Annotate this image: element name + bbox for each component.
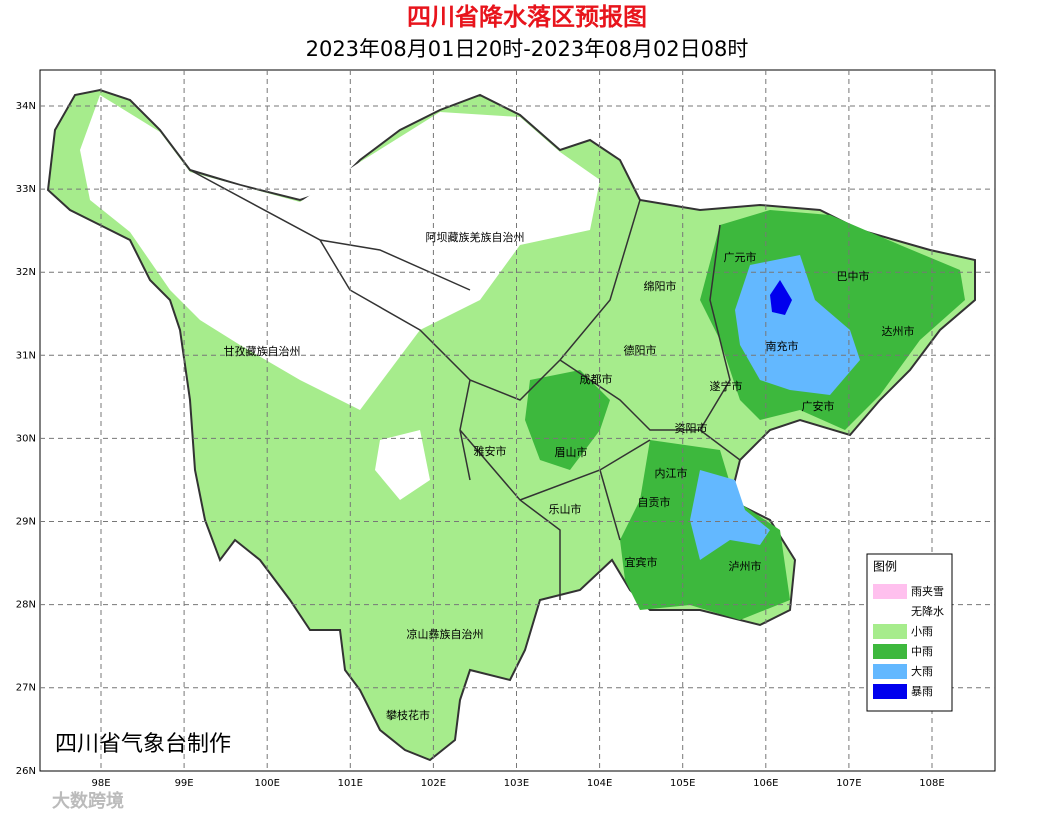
lon-tick-label: 104E — [587, 778, 612, 789]
rainstorm-area — [770, 280, 792, 315]
legend-swatch — [873, 584, 907, 599]
credit: 四川省气象台制作 — [55, 732, 231, 757]
legend-label: 暴雨 — [911, 685, 933, 698]
region-label: 南充市 — [766, 339, 799, 353]
lon-tick-label: 100E — [254, 778, 279, 789]
lon-tick-label: 99E — [175, 778, 194, 789]
no-rain-area — [375, 430, 430, 500]
lat-tick-label: 29N — [16, 517, 36, 528]
no-rain-area — [80, 95, 600, 410]
lon-tick-label: 107E — [836, 778, 861, 789]
region-label: 达州市 — [882, 324, 915, 338]
lat-tick-label: 33N — [16, 184, 36, 195]
lat-tick-label: 34N — [16, 101, 36, 112]
lon-tick-label: 105E — [670, 778, 695, 789]
legend-label: 无降水 — [911, 604, 944, 618]
lon-tick-label: 102E — [421, 778, 446, 789]
lon-tick-label: 108E — [919, 778, 944, 789]
lon-tick-label: 103E — [504, 778, 529, 789]
legend-title: 图例 — [873, 560, 897, 574]
region-label: 自贡市 — [638, 495, 671, 509]
region-label: 凉山彝族自治州 — [407, 627, 484, 641]
region-label: 甘孜藏族自治州 — [224, 344, 301, 358]
legend-label: 雨夹雪 — [911, 585, 944, 598]
lat-tick-label: 26N — [16, 766, 36, 777]
heavy-rain-area — [690, 470, 770, 560]
region-label: 德阳市 — [624, 343, 657, 357]
region-label: 广安市 — [802, 399, 835, 413]
region-label: 资阳市 — [675, 421, 708, 435]
lat-tick-label: 32N — [16, 267, 36, 278]
region-label: 巴中市 — [837, 269, 870, 283]
lon-tick-label: 98E — [91, 778, 110, 789]
map — [39, 69, 996, 772]
lon-tick-label: 101E — [338, 778, 363, 789]
region-label: 阿坝藏族羌族自治州 — [426, 230, 525, 244]
legend-label: 中雨 — [911, 645, 933, 658]
watermark: 大数跨境 — [52, 790, 124, 812]
legend-swatch — [873, 684, 907, 699]
legend-label: 大雨 — [911, 664, 933, 678]
region-label: 成都市 — [580, 372, 613, 386]
region-label: 遂宁市 — [710, 379, 743, 393]
region-label: 内江市 — [655, 466, 688, 480]
region-label: 绵阳市 — [644, 279, 677, 293]
lat-tick-label: 31N — [16, 350, 36, 361]
legend-swatch — [873, 604, 907, 619]
region-label: 广元市 — [724, 250, 757, 264]
legend-swatch — [873, 664, 907, 679]
legend-swatch — [873, 644, 907, 659]
lat-tick-label: 27N — [16, 683, 36, 694]
region-label: 宜宾市 — [625, 555, 658, 569]
legend-swatch — [873, 624, 907, 639]
moderate-rain-area — [525, 370, 610, 470]
lat-tick-label: 30N — [16, 433, 36, 444]
region-label: 泸州市 — [729, 559, 762, 573]
region-label: 雅安市 — [474, 444, 507, 458]
region-label: 攀枝花市 — [386, 708, 430, 722]
subtitle: 2023年08月01日20时-2023年08月02日08时 — [306, 37, 749, 61]
region-label: 眉山市 — [555, 445, 588, 459]
legend-label: 小雨 — [911, 625, 933, 638]
region-label: 乐山市 — [549, 502, 582, 516]
lon-tick-label: 106E — [753, 778, 778, 789]
title: 四川省降水落区预报图 — [407, 3, 647, 31]
lat-tick-label: 28N — [16, 600, 36, 611]
